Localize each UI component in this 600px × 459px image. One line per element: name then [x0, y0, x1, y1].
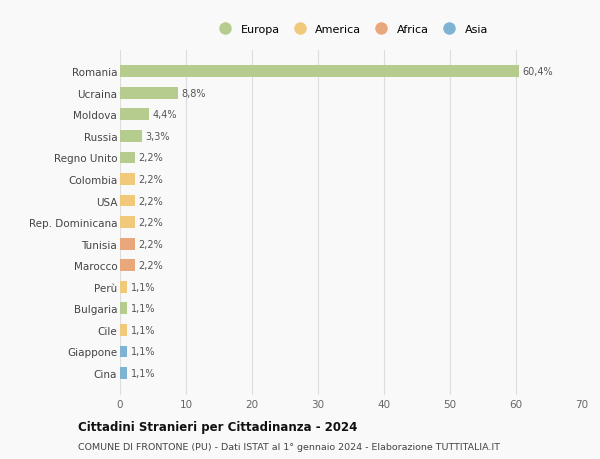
Text: 8,8%: 8,8%	[181, 89, 206, 99]
Text: 2,2%: 2,2%	[138, 196, 163, 206]
Text: 3,3%: 3,3%	[145, 132, 170, 141]
Text: COMUNE DI FRONTONE (PU) - Dati ISTAT al 1° gennaio 2024 - Elaborazione TUTTITALI: COMUNE DI FRONTONE (PU) - Dati ISTAT al …	[78, 442, 500, 451]
Text: 60,4%: 60,4%	[522, 67, 553, 77]
Bar	[120, 281, 127, 293]
Bar	[120, 66, 518, 78]
Bar	[120, 303, 127, 314]
Bar	[120, 324, 127, 336]
Text: 2,2%: 2,2%	[138, 174, 163, 185]
Bar	[120, 131, 142, 142]
Bar	[120, 88, 178, 100]
Text: 2,2%: 2,2%	[138, 153, 163, 163]
Bar	[120, 195, 134, 207]
Bar	[120, 174, 134, 185]
Legend: Europa, America, Africa, Asia: Europa, America, Africa, Asia	[211, 22, 491, 38]
Text: 2,2%: 2,2%	[138, 261, 163, 271]
Bar	[120, 346, 127, 358]
Text: 1,1%: 1,1%	[131, 304, 155, 313]
Text: 1,1%: 1,1%	[131, 325, 155, 335]
Text: 4,4%: 4,4%	[152, 110, 177, 120]
Bar	[120, 109, 149, 121]
Text: 1,1%: 1,1%	[131, 368, 155, 378]
Bar	[120, 367, 127, 379]
Text: Cittadini Stranieri per Cittadinanza - 2024: Cittadini Stranieri per Cittadinanza - 2…	[78, 420, 358, 433]
Text: 1,1%: 1,1%	[131, 282, 155, 292]
Bar	[120, 217, 134, 229]
Bar	[120, 238, 134, 250]
Text: 2,2%: 2,2%	[138, 218, 163, 228]
Bar	[120, 152, 134, 164]
Text: 2,2%: 2,2%	[138, 239, 163, 249]
Bar	[120, 260, 134, 272]
Text: 1,1%: 1,1%	[131, 347, 155, 357]
